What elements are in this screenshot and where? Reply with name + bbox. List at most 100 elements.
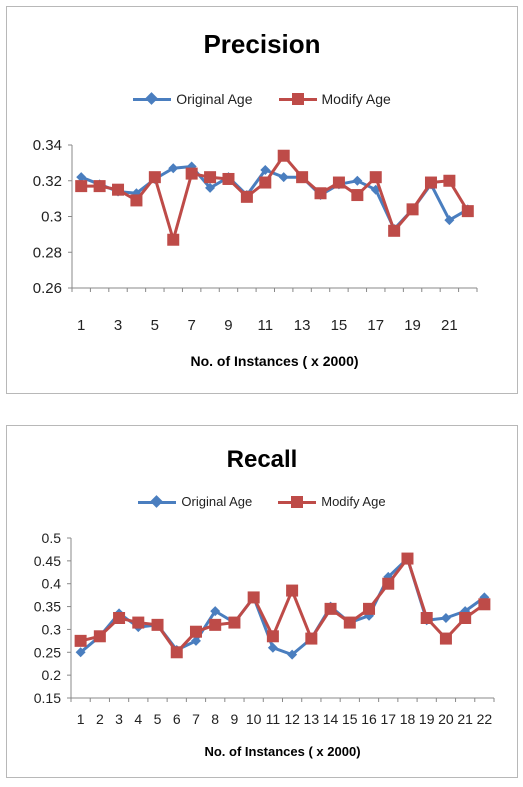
legend-swatch-original-age bbox=[133, 92, 172, 106]
x-tick-label: 8 bbox=[211, 711, 219, 727]
data-point-modify-age bbox=[369, 171, 382, 184]
x-axis-label: No. of Instances ( x 2000) bbox=[204, 744, 360, 759]
y-tick-label: 0.3 bbox=[41, 209, 62, 226]
data-point-modify-age bbox=[75, 180, 88, 193]
legend-label: Original Age bbox=[181, 494, 253, 509]
x-tick-label: 10 bbox=[246, 711, 262, 727]
data-point-original-age bbox=[278, 172, 289, 183]
legend-swatch-modify-age bbox=[278, 495, 317, 509]
data-point-modify-age bbox=[406, 203, 419, 216]
data-point-modify-age bbox=[461, 205, 474, 218]
data-point-modify-age bbox=[167, 233, 180, 246]
data-point-modify-age bbox=[363, 602, 376, 615]
data-point-original-age bbox=[479, 592, 490, 603]
x-tick-label: 7 bbox=[192, 711, 200, 727]
y-tick-label: 0.35 bbox=[34, 599, 61, 615]
y-tick-label: 0.4 bbox=[42, 576, 62, 592]
legend-item-modify-age: Modify Age bbox=[278, 494, 386, 509]
data-point-modify-age bbox=[228, 616, 241, 629]
x-tick-label: 1 bbox=[77, 711, 85, 727]
x-tick-label: 5 bbox=[154, 711, 162, 727]
data-point-original-age bbox=[352, 175, 363, 186]
x-tick-label: 7 bbox=[187, 317, 195, 334]
data-point-modify-age bbox=[209, 618, 222, 631]
series-line-modify-age bbox=[81, 154, 470, 242]
data-point-original-age bbox=[205, 182, 216, 193]
x-tick-label: 9 bbox=[224, 317, 232, 334]
data-point-modify-age bbox=[388, 224, 401, 237]
data-point-modify-age bbox=[314, 187, 327, 200]
data-point-modify-age bbox=[439, 632, 452, 645]
data-point-modify-age bbox=[113, 612, 126, 624]
x-tick-label: 21 bbox=[441, 317, 458, 334]
data-point-modify-age bbox=[151, 618, 164, 631]
legend-item-original-age: Original Age bbox=[133, 91, 253, 107]
legend-label: Original Age bbox=[176, 91, 253, 107]
x-tick-label: 17 bbox=[367, 317, 384, 334]
precision-chart-panel: Precision Original Age Modify Age 0.26 0.… bbox=[6, 6, 518, 394]
data-point-modify-age bbox=[132, 616, 145, 629]
data-point-modify-age bbox=[189, 625, 202, 638]
data-point-original-age bbox=[210, 606, 221, 617]
data-point-modify-age bbox=[259, 176, 272, 189]
x-tick-label: 6 bbox=[173, 711, 181, 727]
series-line-modify-age bbox=[80, 557, 486, 654]
x-tick-label: 3 bbox=[115, 711, 123, 727]
data-point-modify-age bbox=[286, 584, 299, 597]
x-tick-label: 21 bbox=[457, 711, 473, 727]
x-tick-label: 12 bbox=[284, 711, 300, 727]
data-point-modify-age bbox=[296, 171, 309, 184]
data-point-original-age bbox=[267, 642, 278, 653]
chart-legend: Original Age Modify Age bbox=[7, 494, 517, 509]
data-point-modify-age bbox=[170, 646, 183, 659]
data-point-original-age bbox=[168, 163, 179, 174]
data-point-modify-age bbox=[204, 171, 217, 184]
data-point-modify-age bbox=[93, 180, 106, 193]
legend-item-modify-age: Modify Age bbox=[278, 91, 391, 107]
data-point-original-age bbox=[76, 172, 87, 183]
x-tick-label: 14 bbox=[323, 711, 339, 727]
data-point-modify-age bbox=[148, 171, 161, 184]
x-tick-label: 17 bbox=[380, 711, 396, 727]
data-point-original-age bbox=[260, 165, 271, 176]
x-tick-label: 13 bbox=[294, 317, 311, 334]
x-tick-label: 3 bbox=[114, 317, 122, 334]
data-point-modify-age bbox=[424, 176, 437, 189]
x-axis-label: No. of Instances ( x 2000) bbox=[190, 353, 358, 369]
y-tick-label: 0.5 bbox=[42, 530, 62, 546]
chart-legend: Original Age Modify Age bbox=[7, 91, 517, 107]
data-point-original-age bbox=[444, 215, 455, 226]
x-tick-label: 1 bbox=[77, 317, 85, 334]
y-tick-label: 0.15 bbox=[34, 690, 61, 706]
data-point-modify-age bbox=[420, 612, 433, 624]
y-tick-label: 0.28 bbox=[33, 244, 62, 261]
x-tick-label: 5 bbox=[151, 317, 159, 334]
x-tick-label: 11 bbox=[258, 317, 274, 334]
x-tick-label: 16 bbox=[361, 711, 377, 727]
data-point-modify-age bbox=[247, 591, 260, 604]
x-tick-label: 15 bbox=[342, 711, 358, 727]
y-tick-label: 0.45 bbox=[34, 553, 61, 569]
legend-label: Modify Age bbox=[321, 494, 386, 509]
data-point-original-age bbox=[190, 635, 201, 646]
x-tick-label: 4 bbox=[134, 711, 142, 727]
data-point-original-age bbox=[287, 649, 298, 660]
y-tick-label: 0.3 bbox=[42, 621, 62, 637]
x-tick-label: 19 bbox=[419, 711, 435, 727]
data-point-modify-age bbox=[382, 577, 395, 590]
x-tick-label: 13 bbox=[304, 711, 320, 727]
data-point-modify-age bbox=[130, 194, 143, 207]
y-tick-label: 0.25 bbox=[34, 644, 61, 660]
y-tick-label: 0.32 bbox=[33, 173, 62, 190]
x-tick-label: 18 bbox=[400, 711, 416, 727]
legend-label: Modify Age bbox=[321, 91, 391, 107]
data-point-original-age bbox=[383, 571, 394, 582]
data-point-modify-age bbox=[222, 172, 235, 185]
data-point-modify-age bbox=[401, 552, 414, 565]
data-point-modify-age bbox=[332, 176, 345, 189]
x-tick-label: 22 bbox=[477, 711, 493, 727]
data-point-modify-age bbox=[266, 630, 279, 643]
y-tick-label: 0.26 bbox=[33, 280, 62, 297]
y-tick-label: 0.2 bbox=[42, 667, 62, 683]
data-point-modify-age bbox=[112, 183, 125, 196]
